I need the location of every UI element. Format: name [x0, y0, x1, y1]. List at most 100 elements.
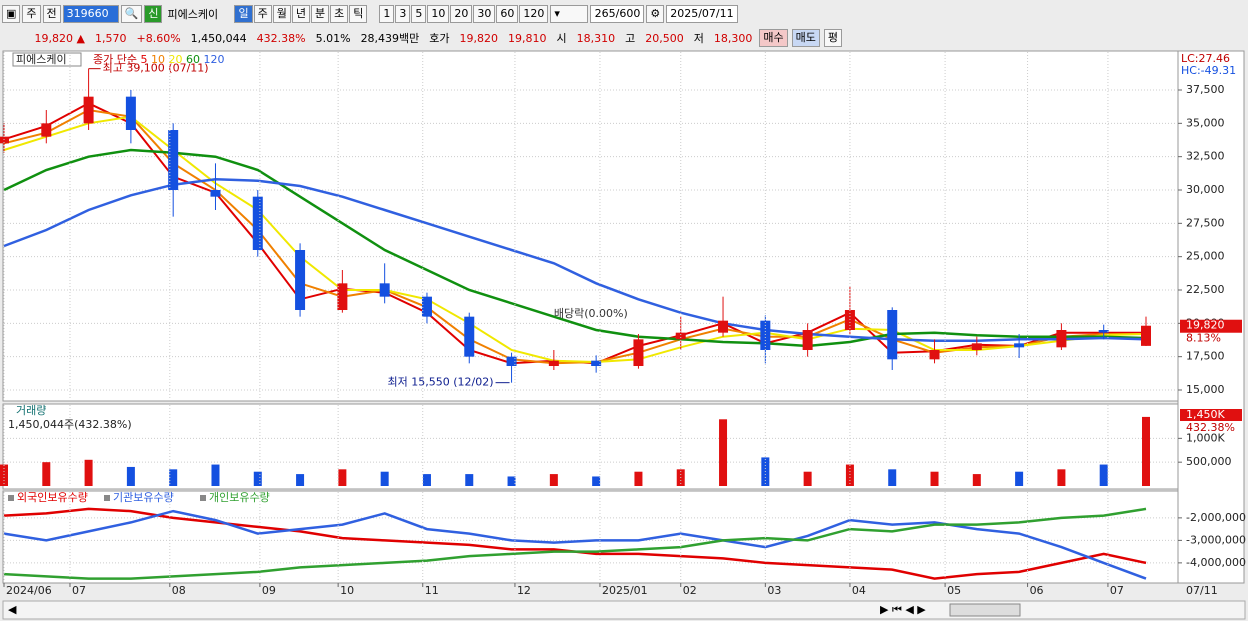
- tool-button[interactable]: ⚙: [646, 5, 665, 23]
- toolbar-button[interactable]: 일: [234, 5, 253, 23]
- legend-entry: 120: [203, 53, 224, 66]
- candle-body: [295, 250, 306, 310]
- toolbar-button[interactable]: 분: [310, 5, 330, 23]
- x-tick-label: 07: [72, 584, 86, 597]
- candle-body: [591, 360, 602, 366]
- candle-body: [168, 130, 179, 190]
- volume-bar: [1057, 469, 1066, 486]
- market-select[interactable]: 주: [22, 5, 41, 23]
- change: 1,570: [95, 31, 127, 45]
- candle-body: [41, 123, 52, 137]
- dropdown[interactable]: ▾: [550, 5, 589, 23]
- high-label: 고: [625, 32, 636, 45]
- candle-body: [802, 330, 813, 350]
- scroll-thumb[interactable]: [949, 603, 1021, 617]
- toolbar-button[interactable]: 월: [272, 5, 291, 23]
- chart-layer: 15,00017,50020,00022,50025,00027,50030,0…: [0, 52, 1246, 597]
- volume-bar: [1015, 471, 1024, 486]
- series-line: [3, 115, 1147, 364]
- toolbar-button[interactable]: 주: [253, 5, 272, 23]
- holdings-panel: [2, 490, 1179, 584]
- scroll-left[interactable]: ◀: [8, 603, 17, 616]
- x-tick-label: 03: [767, 584, 781, 597]
- x-tick-label: 08: [172, 584, 186, 597]
- legend-entry: 외국인보유수량: [17, 491, 88, 504]
- price: 19,820 ▲: [2, 32, 88, 45]
- turnover: 5.01%: [315, 31, 351, 45]
- search-button[interactable]: 🔍: [120, 5, 143, 23]
- toolbar-button[interactable]: 60: [496, 5, 519, 23]
- count-input[interactable]: 265/600: [590, 5, 645, 23]
- price-value: 19,820: [34, 31, 74, 45]
- volume-bar: [888, 469, 897, 486]
- volume-bar: [803, 471, 812, 486]
- hc-label: HC:-49.31: [1181, 64, 1236, 77]
- candle-body: [718, 320, 729, 333]
- candle-body: [887, 310, 898, 360]
- series-line: [3, 178, 1147, 342]
- volume-bar: [549, 474, 558, 486]
- last-volume-box: [1180, 409, 1242, 421]
- toolbar-button[interactable]: 20: [450, 5, 473, 23]
- volume-bar: [338, 469, 347, 486]
- y-tick-label: 1,000K: [1186, 431, 1225, 444]
- x-tick-label: 05: [947, 584, 961, 597]
- icon-button[interactable]: ▣: [2, 5, 21, 23]
- y-tick-label: 30,000: [1186, 183, 1225, 196]
- sell-button[interactable]: 매도: [791, 29, 820, 47]
- volume-bar: [169, 469, 178, 486]
- toolbar-button[interactable]: 3: [395, 5, 411, 23]
- avg-button[interactable]: 평: [823, 29, 843, 47]
- low: 18,300: [713, 31, 753, 45]
- buy-button[interactable]: 매수: [759, 29, 788, 47]
- legend-entry: 기관보유수량: [113, 491, 174, 504]
- stock-name: 피에스케이: [167, 8, 219, 21]
- y-tick-label: -3,000,000: [1186, 533, 1246, 546]
- candle-body: [633, 339, 644, 366]
- scrollbar[interactable]: [2, 600, 1246, 620]
- volume-bar: [84, 459, 93, 486]
- legend-entry: 60: [186, 53, 200, 66]
- volume-bar: [507, 476, 516, 486]
- scroll-controls[interactable]: ▶ ⏮ ◀ ▶: [880, 603, 926, 616]
- candle-body: [464, 316, 475, 357]
- max: /600: [615, 7, 641, 20]
- toolbar-button[interactable]: 1: [379, 5, 395, 23]
- candle-body: [675, 332, 686, 340]
- toolbar-button[interactable]: 5: [411, 5, 427, 23]
- ask: 19,820: [459, 31, 499, 45]
- x-tick-label: 2025/01: [602, 584, 648, 597]
- y-tick-label: 27,500: [1186, 216, 1225, 229]
- y-tick-label: -4,000,000: [1186, 556, 1246, 569]
- candle-body: [379, 283, 390, 297]
- volume-bar: [634, 471, 643, 486]
- volume-panel: [2, 403, 1179, 490]
- toolbar-button[interactable]: 틱: [349, 5, 368, 23]
- candle-body: [1014, 343, 1025, 348]
- toolbar-button[interactable]: 30: [473, 5, 496, 23]
- y-tick-label: 35,000: [1186, 116, 1225, 129]
- volume-bar: [0, 464, 8, 486]
- code-input[interactable]: 319660: [62, 5, 119, 23]
- x-end-label: 07/11: [1186, 584, 1218, 597]
- x-tick-label: 07: [1110, 584, 1124, 597]
- date-input[interactable]: 2025/07/11: [666, 5, 738, 23]
- quote-bar: 19,820 ▲ 1,570 +8.60% 1,450,044 432.38% …: [2, 28, 843, 48]
- prev-button[interactable]: 전: [42, 5, 61, 23]
- candle-body: [337, 283, 348, 310]
- x-tick-label: 09: [262, 584, 276, 597]
- candle-body: [210, 190, 221, 197]
- toolbar-button[interactable]: 초: [330, 5, 349, 23]
- high-note: 최고 39,100 (07/11): [103, 62, 209, 75]
- volume-bar: [296, 474, 305, 486]
- volume-summary: 1,450,044주(432.38%): [8, 418, 132, 431]
- x-tick-label: 04: [852, 584, 866, 597]
- candle-body: [548, 360, 559, 366]
- toolbar-button[interactable]: 년: [291, 5, 310, 23]
- toolbar-button[interactable]: 10: [427, 5, 450, 23]
- volume-bar: [42, 462, 51, 486]
- volume: 1,450,044: [190, 31, 247, 45]
- toolbar-button[interactable]: 120: [519, 5, 549, 23]
